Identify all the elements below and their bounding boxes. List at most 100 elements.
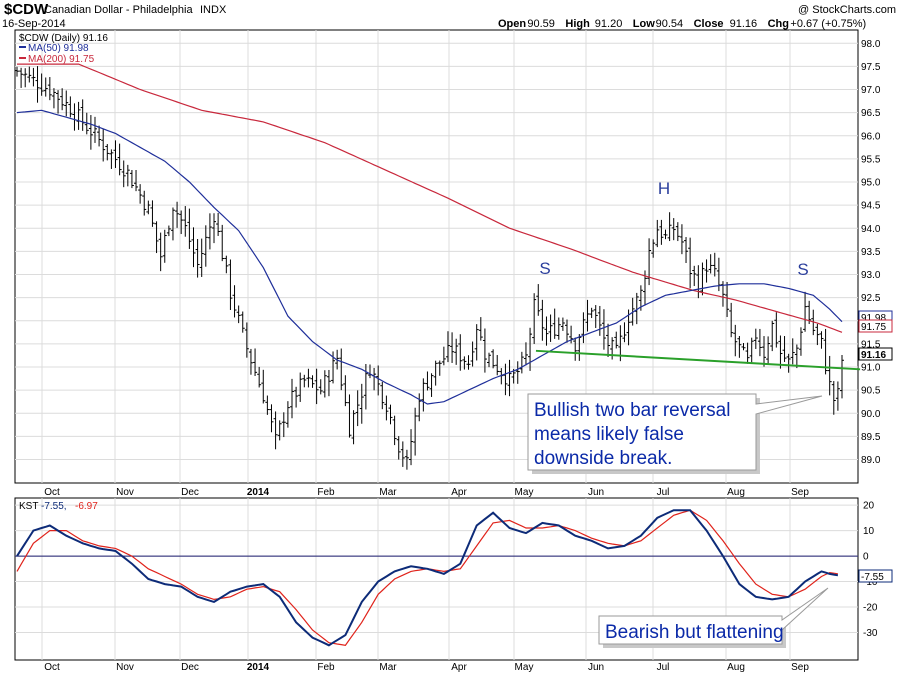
price-bar — [712, 252, 717, 277]
price-bar — [688, 237, 693, 289]
price-bar — [523, 342, 528, 366]
price-bar — [835, 381, 840, 411]
price-bar — [134, 169, 139, 192]
ohlc-value-4: +0.67 (+0.75%) — [790, 18, 866, 30]
price-bar — [762, 336, 767, 367]
price-x-tick: Sep — [791, 487, 809, 498]
price-bar — [425, 371, 430, 391]
kst-y-tick: -30 — [863, 628, 878, 639]
price-bar — [359, 383, 364, 424]
price-bar — [166, 225, 171, 237]
price-x-tick: Aug — [727, 487, 745, 498]
price-bar — [203, 225, 208, 267]
head-label: H — [658, 179, 670, 198]
price-bar — [585, 299, 590, 332]
price-bar — [298, 372, 303, 402]
kst-x-tick: Feb — [317, 662, 335, 673]
kst-x-tick: May — [515, 662, 534, 673]
price-y-tick: 97.5 — [861, 62, 881, 73]
price-bar — [753, 328, 758, 350]
price-bar — [199, 238, 204, 277]
price-bar — [831, 381, 836, 415]
price-bar — [290, 378, 294, 419]
ohlc-value-1: 91.20 — [595, 18, 623, 30]
price-bar — [92, 116, 97, 143]
price-bar — [827, 355, 832, 396]
ohlc-label-1: High — [565, 18, 590, 30]
price-bar — [819, 331, 824, 349]
price-x-axis: Oct Nov Dec 2014 Feb Mar Apr May Jun Jul Aug Sep — [44, 487, 809, 498]
break-note-line2: means likely false — [534, 424, 684, 445]
price-bar — [195, 239, 200, 278]
price-y-tick: 96.5 — [861, 108, 881, 119]
price-y-tick: 93.5 — [861, 247, 881, 258]
price-bar — [60, 88, 65, 111]
price-bar — [88, 115, 93, 150]
price-legend: $CDW (Daily) 91.16 MA(50) 91.98 MA(200) … — [19, 33, 108, 65]
price-bar — [470, 341, 475, 367]
price-bar — [515, 361, 520, 384]
price-bar — [421, 378, 426, 412]
right-shoulder-label: S — [797, 260, 808, 279]
price-bar — [684, 237, 689, 263]
price-x-tick: Jul — [657, 487, 670, 498]
price-bar — [757, 328, 762, 357]
price-bar — [314, 368, 319, 405]
kst-x-tick: Nov — [116, 662, 134, 673]
price-bar — [429, 373, 434, 397]
price-bar — [782, 336, 787, 362]
price-y-tick: 98.0 — [861, 39, 881, 50]
price-bar — [400, 441, 405, 467]
price-bar — [749, 337, 754, 363]
price-bar — [708, 254, 713, 274]
price-bar — [790, 338, 795, 365]
price-bar — [573, 337, 578, 361]
ohlc-readout: Open 90.59 High 91.20 Low 90.54 Close 91.16 Chg +… — [498, 18, 866, 30]
price-bar — [778, 335, 783, 369]
price-bar — [663, 229, 668, 240]
price-bar — [729, 302, 734, 338]
price-x-tick: Oct — [44, 487, 60, 498]
tag-close: 91.16 — [861, 350, 886, 361]
price-bar — [655, 219, 660, 248]
price-bar — [220, 224, 225, 262]
price-bar — [840, 355, 844, 399]
price-bar — [109, 149, 114, 169]
price-bar — [248, 348, 253, 375]
price-bar — [142, 190, 147, 216]
price-bar — [540, 299, 545, 341]
price-bar — [326, 369, 331, 397]
break-note-line3: downside break. — [534, 448, 672, 469]
price-bar — [101, 129, 106, 162]
price-bar — [786, 353, 791, 373]
price-bar — [606, 323, 611, 358]
price-y-tick: 94.0 — [861, 224, 881, 235]
price-bar — [725, 282, 730, 318]
price-bar — [445, 331, 450, 363]
price-bar — [31, 67, 36, 87]
price-x-tick: Mar — [379, 487, 397, 498]
price-bar — [47, 77, 52, 101]
price-bar — [409, 429, 414, 466]
price-bar — [774, 312, 779, 348]
neckline-trendline — [535, 349, 861, 371]
price-bar — [454, 338, 459, 365]
legend-price: $CDW (Daily) 91.16 — [19, 33, 108, 44]
exchange-label: INDX — [200, 4, 227, 16]
price-bar — [285, 401, 290, 428]
price-bar — [15, 66, 19, 77]
price-bar — [207, 213, 212, 250]
price-bar — [224, 255, 229, 274]
price-bar — [741, 343, 746, 351]
kst-y-tick: -20 — [863, 603, 878, 614]
price-bar — [277, 420, 282, 441]
price-y-tick: 90.0 — [861, 409, 881, 420]
price-bar — [495, 355, 500, 376]
ohlc-label-4: Chg — [768, 18, 789, 30]
ma50-line — [16, 109, 843, 405]
kst-note: Bearish but flattening — [605, 622, 784, 643]
price-bar — [679, 224, 684, 255]
ohlc-value-0: 90.59 — [527, 18, 555, 30]
ohlc-label-0: Open — [498, 18, 526, 30]
